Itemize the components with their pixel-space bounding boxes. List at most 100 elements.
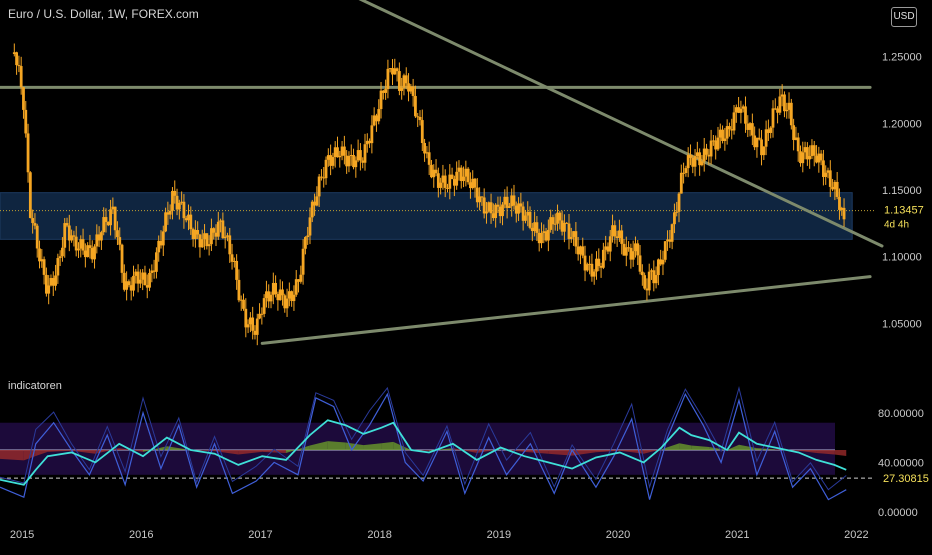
currency-button[interactable]: USD bbox=[891, 7, 917, 27]
candle-body bbox=[320, 176, 323, 178]
indicator-fill bbox=[71, 450, 96, 454]
candle-body bbox=[526, 211, 530, 216]
candle-body bbox=[359, 150, 362, 161]
candle-body bbox=[654, 275, 658, 284]
candle-body bbox=[615, 236, 619, 238]
candle-body bbox=[466, 168, 470, 183]
candle-body bbox=[530, 227, 534, 232]
candle-body bbox=[711, 140, 715, 142]
candle-body bbox=[248, 317, 252, 325]
candle-body bbox=[439, 182, 443, 188]
candle-body bbox=[524, 215, 527, 221]
candle-body bbox=[338, 155, 342, 158]
candle-body bbox=[90, 247, 94, 260]
candle-body bbox=[391, 68, 394, 75]
candle-body bbox=[136, 271, 140, 284]
candle-body bbox=[400, 87, 404, 91]
candle-body bbox=[469, 182, 472, 189]
candle-body bbox=[395, 68, 399, 72]
candle-body bbox=[787, 102, 791, 110]
candle-body bbox=[361, 160, 365, 163]
candle-body bbox=[746, 123, 750, 130]
candle-body bbox=[831, 186, 834, 190]
candle-body bbox=[817, 153, 821, 163]
candle-body bbox=[812, 145, 816, 156]
candle-body bbox=[22, 87, 25, 110]
candle-body bbox=[597, 258, 601, 267]
candle-body bbox=[100, 232, 103, 241]
candle-body bbox=[517, 203, 520, 214]
candle-body bbox=[723, 138, 727, 141]
candle-body bbox=[95, 234, 99, 247]
indicator-fill bbox=[381, 441, 394, 450]
candle-body bbox=[315, 196, 319, 206]
candle-body bbox=[106, 221, 110, 226]
candle-body bbox=[83, 250, 87, 258]
candle-body bbox=[44, 274, 48, 294]
candle-body bbox=[116, 230, 119, 238]
candle-body bbox=[155, 252, 158, 272]
candle-body bbox=[269, 294, 273, 302]
candle-body bbox=[546, 229, 550, 241]
candle-body bbox=[627, 247, 630, 249]
candle-body bbox=[780, 94, 784, 97]
candle-body bbox=[168, 210, 172, 215]
indicator-fill bbox=[816, 450, 835, 455]
candle-body bbox=[826, 170, 830, 173]
candle-body bbox=[342, 146, 346, 156]
candle-body bbox=[650, 270, 653, 272]
candle-body bbox=[510, 195, 514, 207]
candle-body bbox=[588, 263, 592, 265]
candle-body bbox=[583, 255, 587, 271]
indicator-fill bbox=[452, 448, 477, 453]
candle-body bbox=[459, 167, 463, 182]
candle-body bbox=[290, 291, 294, 302]
candle-body bbox=[750, 123, 754, 136]
candle-body bbox=[281, 289, 284, 296]
candle-body bbox=[457, 167, 461, 172]
candle-body bbox=[65, 223, 69, 226]
candle-body bbox=[306, 235, 310, 238]
indicator-fill bbox=[691, 445, 710, 450]
candle-body bbox=[175, 195, 179, 210]
candle-body bbox=[567, 223, 571, 239]
candle-body bbox=[725, 126, 729, 139]
indicator-fill bbox=[47, 450, 72, 452]
candle-body bbox=[67, 225, 71, 241]
candle-body bbox=[81, 239, 85, 251]
candle-body bbox=[540, 232, 543, 244]
candle-body bbox=[132, 275, 135, 291]
candle-body bbox=[370, 125, 374, 144]
candle-body bbox=[214, 232, 218, 237]
candle-body bbox=[274, 282, 278, 295]
indicator-fill bbox=[548, 450, 573, 456]
candle-body bbox=[120, 244, 124, 273]
candle-body bbox=[191, 229, 195, 240]
candle-body bbox=[258, 313, 261, 319]
candle-body bbox=[31, 218, 35, 224]
candle-body bbox=[203, 233, 206, 240]
candle-body bbox=[42, 259, 46, 275]
candle-body bbox=[702, 148, 706, 162]
candle-body bbox=[620, 230, 624, 244]
candle-body bbox=[354, 160, 358, 168]
candle-body bbox=[741, 106, 745, 109]
indicator-fill bbox=[286, 445, 310, 453]
candle-body bbox=[150, 270, 154, 273]
candle-body bbox=[700, 161, 704, 166]
candle-body bbox=[670, 224, 674, 242]
candle-body bbox=[180, 201, 184, 203]
countdown-label: 4d 4h bbox=[884, 220, 909, 231]
candle-body bbox=[368, 140, 371, 144]
candle-body bbox=[24, 109, 28, 134]
candle-body bbox=[475, 187, 479, 203]
candle-body bbox=[471, 178, 475, 189]
candle-body bbox=[352, 155, 355, 168]
candle-body bbox=[599, 266, 603, 268]
candle-body bbox=[730, 129, 734, 131]
candle-body bbox=[54, 275, 57, 286]
candle-body bbox=[473, 178, 477, 188]
candle-body bbox=[251, 317, 255, 331]
candle-body bbox=[61, 247, 64, 257]
